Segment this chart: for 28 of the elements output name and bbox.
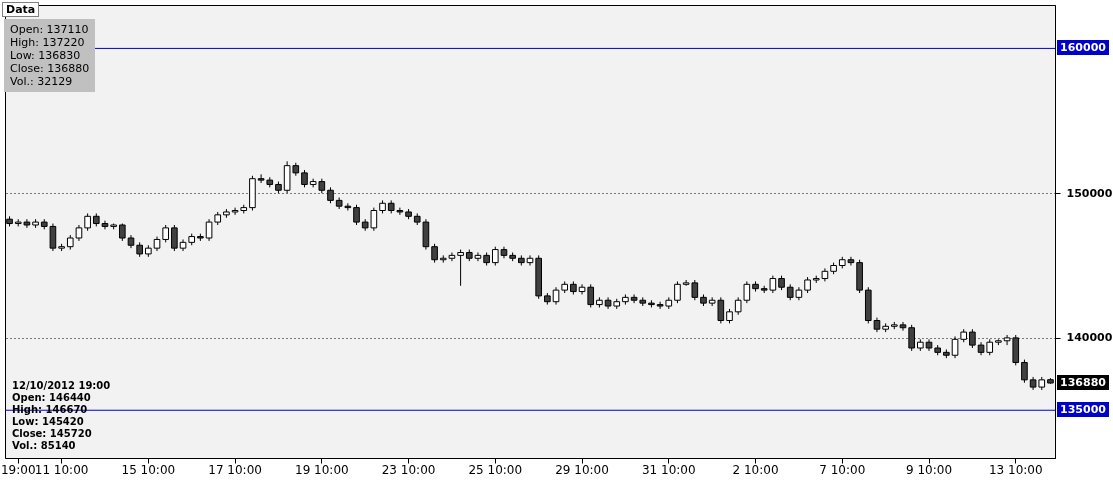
candlestick (674, 280, 681, 304)
candlestick (353, 204, 360, 226)
x-tick-label: 13 10:00 (988, 462, 1043, 477)
annotation: Data (2, 2, 40, 17)
ref-line-label: 160000 (1057, 40, 1109, 56)
candlestick (457, 249, 464, 287)
ref-line-label: 135000 (1057, 402, 1109, 418)
x-tick-label: 31 10:00 (641, 462, 696, 477)
x-tick-label: 2 10:00 (732, 462, 779, 477)
y-tick-label: 150000 (1066, 186, 1113, 200)
x-tick-label: 15 10:00 (121, 462, 176, 477)
x-tick-label: 19 10:00 (294, 462, 349, 477)
x-tick-label: 7 10:00 (819, 462, 866, 477)
candlestick (171, 224, 178, 252)
x-tick-label: 11 10:00 (34, 462, 89, 477)
y-tick-label: 140000 (1066, 331, 1113, 345)
annotation: Open: 137110 High: 137220 Low: 136830 Close: 136880 Vol.: 32129 (4, 19, 96, 92)
x-tick-label: 25 10:00 (468, 462, 523, 477)
x-tick-label: 29 10:00 (555, 462, 609, 477)
x-tick-label: 23 10:00 (381, 462, 436, 477)
x-tick-label: 17 10:00 (208, 462, 262, 477)
text: 136880 (1057, 375, 1109, 391)
candlestick (491, 246, 499, 267)
candlestick (899, 321, 907, 332)
candlestick (431, 243, 438, 264)
x-tick-label: 19:00 (0, 462, 36, 477)
candlestick (1021, 359, 1028, 384)
x-tick-label: 9 10:00 (905, 462, 953, 477)
